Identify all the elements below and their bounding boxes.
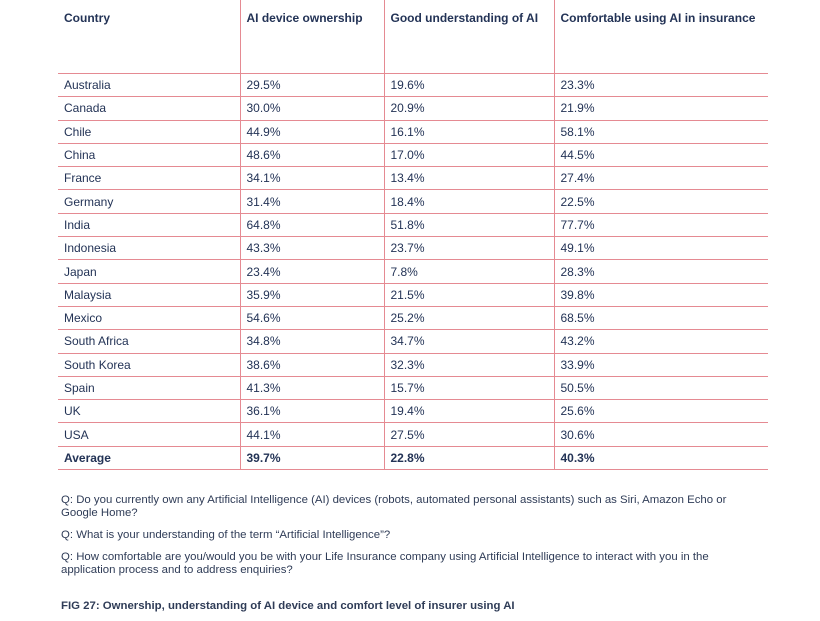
table-body: Australia 29.5% 19.6% 23.3% Canada 30.0% 20.9%…	[58, 73, 768, 471]
country-cell: Canada	[58, 96, 240, 121]
table-row: USA 44.1% 27.5% 30.6%	[58, 422, 768, 447]
average-ai-device-ownership-cell: 39.7%	[239, 446, 384, 471]
table-row: Australia 29.5% 19.6% 23.3%	[58, 73, 768, 98]
country-cell: Spain	[58, 376, 240, 401]
good-understanding-cell: 27.5%	[383, 422, 554, 447]
table-row: South Africa 34.8% 34.7% 43.2%	[58, 329, 768, 354]
comfortable-insurance-cell: 44.5%	[553, 143, 768, 168]
ai-device-ownership-cell: 38.6%	[239, 353, 384, 377]
table-row: Germany 31.4% 18.4% 22.5%	[58, 189, 768, 214]
ai-device-ownership-cell: 44.1%	[239, 422, 384, 447]
country-cell: UK	[58, 399, 240, 424]
ai-device-ownership-cell: 43.3%	[239, 236, 384, 261]
average-good-understanding-cell: 22.8%	[383, 446, 554, 471]
column-header-good-understanding: Good understanding of AI	[383, 0, 554, 74]
good-understanding-cell: 21.5%	[383, 283, 554, 307]
comfortable-insurance-cell: 58.1%	[553, 120, 768, 144]
good-understanding-cell: 15.7%	[383, 376, 554, 401]
good-understanding-cell: 51.8%	[383, 213, 554, 238]
question-note: Q: What is your understanding of the ter…	[61, 529, 391, 541]
good-understanding-cell: 7.8%	[383, 259, 554, 284]
table-row: France 34.1% 13.4% 27.4%	[58, 166, 768, 191]
country-cell: Germany	[58, 189, 240, 214]
comfortable-insurance-cell: 28.3%	[553, 259, 768, 284]
good-understanding-cell: 13.4%	[383, 166, 554, 191]
table-header-row: Country AI device ownership Good underst…	[58, 0, 768, 74]
table-row: Canada 30.0% 20.9% 21.9%	[58, 96, 768, 121]
figure-caption: FIG 27: Ownership, understanding of AI d…	[61, 600, 515, 612]
good-understanding-cell: 17.0%	[383, 143, 554, 168]
country-cell: Mexico	[58, 306, 240, 331]
comfortable-insurance-cell: 77.7%	[553, 213, 768, 238]
ai-device-ownership-cell: 41.3%	[239, 376, 384, 401]
comfortable-insurance-cell: 22.5%	[553, 189, 768, 214]
average-label: Average	[58, 446, 240, 471]
table-row: Spain 41.3% 15.7% 50.5%	[58, 376, 768, 401]
comfortable-insurance-cell: 30.6%	[553, 422, 768, 447]
country-cell: South Africa	[58, 329, 240, 354]
table-row: Chile 44.9% 16.1% 58.1%	[58, 120, 768, 144]
country-cell: Indonesia	[58, 236, 240, 261]
table-row: South Korea 38.6% 32.3% 33.9%	[58, 353, 768, 377]
ai-device-ownership-cell: 35.9%	[239, 283, 384, 307]
average-row: Average 39.7% 22.8% 40.3%	[58, 446, 768, 471]
ai-device-ownership-cell: 34.8%	[239, 329, 384, 354]
country-cell: South Korea	[58, 353, 240, 377]
comfortable-insurance-cell: 43.2%	[553, 329, 768, 354]
country-cell: USA	[58, 422, 240, 447]
ai-device-ownership-cell: 48.6%	[239, 143, 384, 168]
country-cell: Australia	[58, 73, 240, 98]
ai-device-ownership-cell: 54.6%	[239, 306, 384, 331]
country-cell: India	[58, 213, 240, 238]
good-understanding-cell: 19.6%	[383, 73, 554, 98]
ai-survey-table: Country AI device ownership Good underst…	[58, 0, 768, 471]
comfortable-insurance-cell: 33.9%	[553, 353, 768, 377]
column-header-ai-device-ownership: AI device ownership	[239, 0, 384, 74]
question-note: Q: Do you currently own any Artificial I…	[61, 494, 727, 519]
good-understanding-cell: 16.1%	[383, 120, 554, 144]
ai-device-ownership-cell: 64.8%	[239, 213, 384, 238]
question-note: Q: How comfortable are you/would you be …	[61, 551, 709, 576]
comfortable-insurance-cell: 39.8%	[553, 283, 768, 307]
ai-device-ownership-cell: 23.4%	[239, 259, 384, 284]
table-row: Indonesia 43.3% 23.7% 49.1%	[58, 236, 768, 261]
good-understanding-cell: 34.7%	[383, 329, 554, 354]
comfortable-insurance-cell: 27.4%	[553, 166, 768, 191]
country-cell: Chile	[58, 120, 240, 144]
data-table-container: Country AI device ownership Good underst…	[58, 0, 768, 471]
ai-device-ownership-cell: 30.0%	[239, 96, 384, 121]
good-understanding-cell: 32.3%	[383, 353, 554, 377]
comfortable-insurance-cell: 25.6%	[553, 399, 768, 424]
ai-device-ownership-cell: 29.5%	[239, 73, 384, 98]
ai-device-ownership-cell: 36.1%	[239, 399, 384, 424]
table-row: Japan 23.4% 7.8% 28.3%	[58, 259, 768, 284]
survey-questions: Q: Do you currently own any Artificial I…	[61, 494, 766, 586]
comfortable-insurance-cell: 68.5%	[553, 306, 768, 331]
ai-device-ownership-cell: 31.4%	[239, 189, 384, 214]
column-header-country: Country	[58, 0, 240, 74]
table-row: UK 36.1% 19.4% 25.6%	[58, 399, 768, 424]
good-understanding-cell: 18.4%	[383, 189, 554, 214]
average-comfortable-insurance-cell: 40.3%	[553, 446, 768, 471]
column-header-comfortable-insurance: Comfortable using AI in insurance	[553, 0, 768, 74]
country-cell: Japan	[58, 259, 240, 284]
table-row: Mexico 54.6% 25.2% 68.5%	[58, 306, 768, 331]
table-row: Malaysia 35.9% 21.5% 39.8%	[58, 283, 768, 307]
table-row: China 48.6% 17.0% 44.5%	[58, 143, 768, 168]
good-understanding-cell: 23.7%	[383, 236, 554, 261]
comfortable-insurance-cell: 23.3%	[553, 73, 768, 98]
comfortable-insurance-cell: 50.5%	[553, 376, 768, 401]
good-understanding-cell: 25.2%	[383, 306, 554, 331]
ai-device-ownership-cell: 44.9%	[239, 120, 384, 144]
country-cell: Malaysia	[58, 283, 240, 307]
ai-device-ownership-cell: 34.1%	[239, 166, 384, 191]
good-understanding-cell: 20.9%	[383, 96, 554, 121]
comfortable-insurance-cell: 21.9%	[553, 96, 768, 121]
comfortable-insurance-cell: 49.1%	[553, 236, 768, 261]
country-cell: China	[58, 143, 240, 168]
country-cell: France	[58, 166, 240, 191]
table-row: India 64.8% 51.8% 77.7%	[58, 213, 768, 238]
good-understanding-cell: 19.4%	[383, 399, 554, 424]
